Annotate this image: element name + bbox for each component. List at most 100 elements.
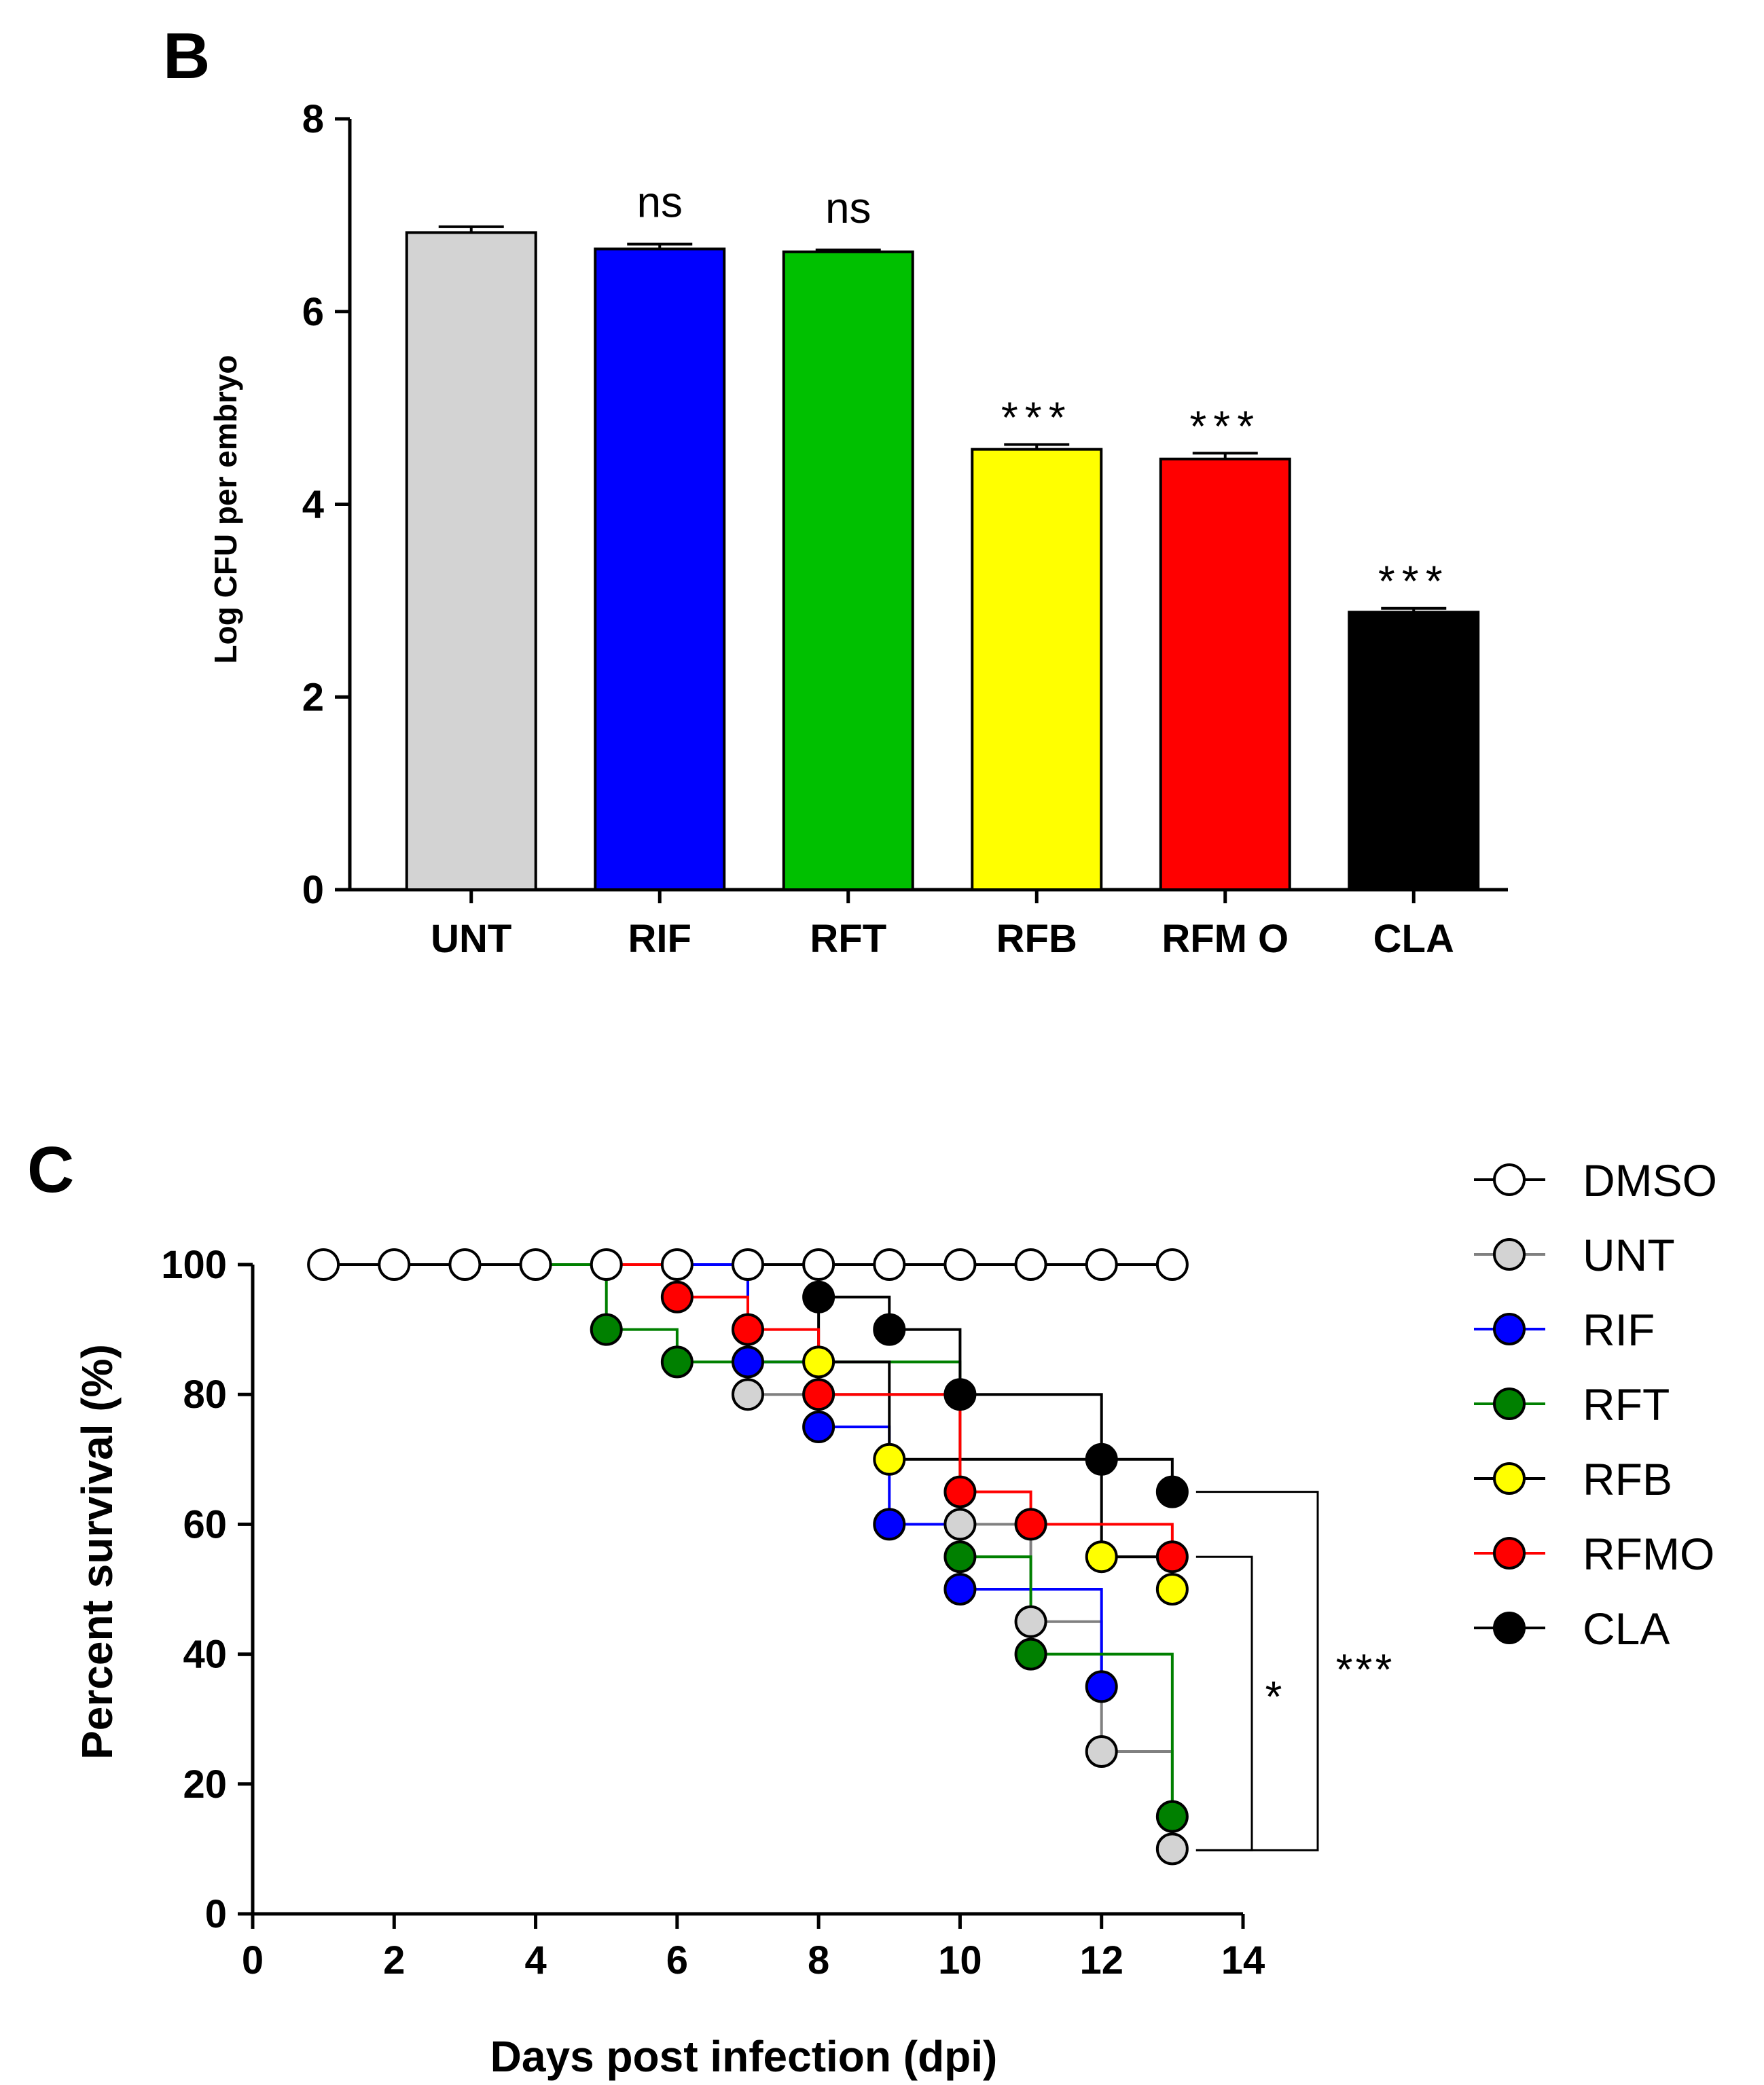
bar-chart-category-label: UNT bbox=[431, 917, 511, 961]
survival-marker-rfb bbox=[1085, 1540, 1118, 1574]
significance-brackets: **** bbox=[1195, 1491, 1395, 1851]
survival-y-tick-label: 40 bbox=[183, 1633, 227, 1677]
bar-cla bbox=[1348, 611, 1480, 892]
survival-marker-rif bbox=[873, 1508, 906, 1541]
bar-chart-y-tick-label: 6 bbox=[302, 290, 324, 334]
bar-chart-category-label: RFM O bbox=[1162, 917, 1289, 961]
bar-chart-labels: UNT RIF ns RFT ns RFB *** RFM O *** CLA *** bbox=[431, 177, 1454, 961]
survival-marker-rfmo bbox=[660, 1280, 694, 1313]
legend-label-rif: RIF bbox=[1583, 1305, 1655, 1355]
survival-marker-rfb bbox=[873, 1443, 906, 1476]
bar-chart-category-label: RIF bbox=[628, 917, 691, 961]
survival-marker-cla bbox=[873, 1313, 906, 1346]
bar-chart-category-label: RFB bbox=[996, 917, 1077, 961]
survival-x-tick-label: 10 bbox=[938, 1938, 982, 1982]
survival-chart-x-axis-title: Days post infection (dpi) bbox=[490, 2032, 998, 2081]
survival-marker-cla bbox=[802, 1280, 835, 1313]
survival-chart-markers bbox=[307, 1248, 1189, 1866]
survival-y-tick-label: 100 bbox=[161, 1243, 227, 1287]
survival-x-tick-label: 6 bbox=[666, 1938, 688, 1982]
survival-marker-rft bbox=[1155, 1800, 1189, 1833]
survival-marker-dmso bbox=[660, 1248, 694, 1281]
legend-marker-rfmo bbox=[1493, 1537, 1526, 1570]
survival-marker-dmso bbox=[732, 1248, 764, 1281]
survival-marker-rfmo bbox=[1014, 1508, 1047, 1541]
survival-marker-unt bbox=[1085, 1735, 1118, 1768]
legend-marker-rif bbox=[1493, 1313, 1526, 1345]
bar-chart-y-tick-label: 4 bbox=[302, 483, 324, 527]
survival-marker-dmso bbox=[519, 1248, 552, 1281]
legend-label-rfb: RFB bbox=[1583, 1454, 1672, 1504]
survival-y-tick-label: 60 bbox=[183, 1502, 227, 1546]
bar-rfm-o bbox=[1159, 457, 1291, 891]
legend-marker-unt bbox=[1493, 1238, 1526, 1271]
legend-label-unt: UNT bbox=[1583, 1230, 1675, 1280]
bar-significance-label: *** bbox=[1378, 557, 1450, 606]
bar-chart-category-label: RFT bbox=[810, 917, 886, 961]
survival-marker-dmso bbox=[378, 1248, 411, 1281]
significance-label: *** bbox=[1336, 1645, 1395, 1694]
survival-x-tick-label: 4 bbox=[524, 1938, 546, 1982]
survival-x-tick-label: 12 bbox=[1079, 1938, 1123, 1982]
bar-chart-bars bbox=[405, 225, 1480, 892]
survival-y-tick-label: 80 bbox=[183, 1373, 227, 1417]
bar-unt bbox=[405, 231, 537, 892]
survival-marker-dmso bbox=[943, 1248, 977, 1281]
survival-marker-rfb bbox=[1155, 1573, 1189, 1606]
survival-x-tick-label: 0 bbox=[242, 1938, 264, 1982]
survival-marker-dmso bbox=[590, 1248, 623, 1281]
survival-marker-dmso bbox=[307, 1248, 340, 1281]
survival-marker-unt bbox=[1014, 1605, 1047, 1638]
survival-chart-legend: DMSO UNT RIF RFT RFB RFMO CLA bbox=[1474, 1155, 1717, 1654]
bar-rif bbox=[594, 247, 726, 891]
legend-marker-rft bbox=[1493, 1388, 1526, 1420]
bar-significance-label: *** bbox=[1189, 401, 1261, 450]
legend-label-rft: RFT bbox=[1583, 1379, 1670, 1430]
survival-marker-unt bbox=[732, 1378, 764, 1411]
survival-marker-rft bbox=[660, 1345, 694, 1379]
bar-chart-axes: 0 2 4 6 8 bbox=[302, 97, 1508, 912]
legend-label-dmso: DMSO bbox=[1583, 1155, 1717, 1205]
survival-y-tick-label: 0 bbox=[205, 1892, 227, 1936]
survival-marker-rif bbox=[802, 1411, 835, 1443]
survival-x-tick-label: 8 bbox=[808, 1938, 829, 1982]
survival-marker-cla bbox=[1085, 1443, 1118, 1476]
survival-marker-dmso bbox=[1155, 1248, 1189, 1281]
bar-significance-label: *** bbox=[1001, 393, 1073, 442]
bar-chart-y-tick-label: 8 bbox=[302, 97, 324, 141]
bar-chart-y-tick-label: 0 bbox=[302, 868, 324, 912]
survival-marker-unt bbox=[943, 1508, 977, 1541]
survival-marker-rfmo bbox=[802, 1378, 835, 1411]
legend-marker-cla bbox=[1493, 1612, 1526, 1644]
survival-marker-unt bbox=[1155, 1832, 1189, 1866]
survival-marker-rfmo bbox=[732, 1313, 764, 1346]
panel-letter-c: C bbox=[27, 1134, 74, 1206]
survival-x-tick-label: 14 bbox=[1221, 1938, 1265, 1982]
significance-bracket-rfmo bbox=[1195, 1555, 1253, 1851]
legend-label-cla: CLA bbox=[1583, 1603, 1670, 1654]
survival-x-tick-label: 2 bbox=[383, 1938, 405, 1982]
bar-chart-y-axis-title: Log CFU per embryo bbox=[208, 355, 243, 664]
survival-marker-cla bbox=[1155, 1475, 1189, 1508]
bar-rft bbox=[782, 250, 914, 892]
survival-marker-dmso bbox=[448, 1248, 482, 1281]
survival-marker-cla bbox=[943, 1378, 977, 1411]
survival-marker-rif bbox=[943, 1573, 977, 1606]
significance-label: * bbox=[1265, 1672, 1282, 1721]
legend-marker-dmso bbox=[1493, 1163, 1526, 1196]
survival-chart-axes: 0 20 40 60 80 100 0 2 4 6 8 10 12 14 bbox=[161, 1243, 1265, 1982]
survival-marker-rft bbox=[590, 1313, 623, 1346]
survival-marker-dmso bbox=[1085, 1248, 1118, 1281]
survival-marker-dmso bbox=[802, 1248, 835, 1281]
survival-marker-rft bbox=[943, 1540, 977, 1574]
survival-y-tick-label: 20 bbox=[183, 1762, 227, 1807]
survival-marker-rfmo bbox=[943, 1475, 977, 1508]
bar-chart-y-tick-label: 2 bbox=[302, 675, 324, 719]
survival-marker-dmso bbox=[873, 1248, 906, 1281]
bar-rfb bbox=[971, 448, 1103, 891]
legend-marker-rfb bbox=[1493, 1462, 1526, 1495]
bar-chart-category-label: CLA bbox=[1373, 917, 1454, 961]
significance-bracket-cla bbox=[1195, 1491, 1319, 1851]
